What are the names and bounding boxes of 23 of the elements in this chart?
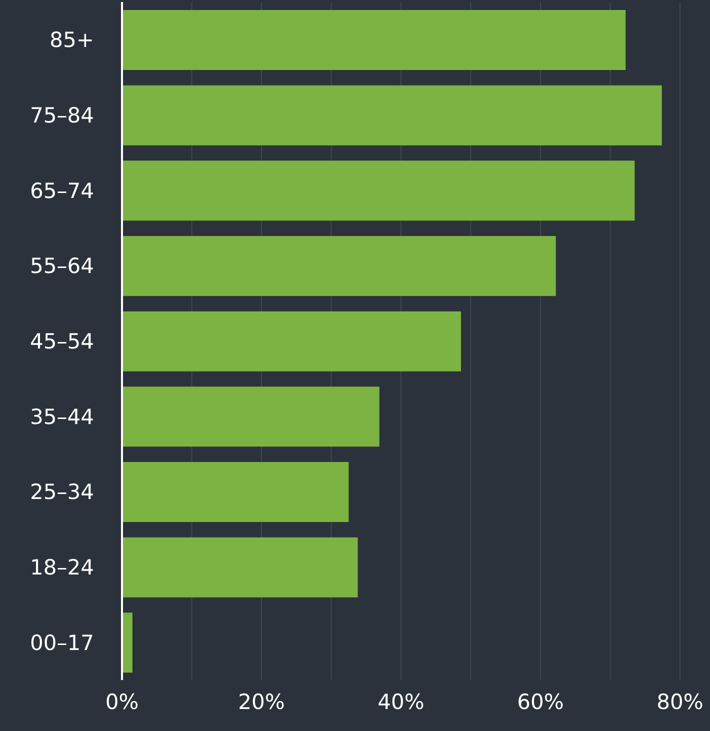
bar — [122, 537, 358, 598]
bar — [122, 85, 662, 146]
bar — [122, 612, 132, 673]
y-tick-label: 25–34 — [30, 480, 94, 504]
y-tick-label: 55–64 — [30, 254, 94, 278]
bar — [122, 160, 635, 221]
bar — [122, 236, 556, 296]
y-tick-label: 35–44 — [30, 404, 94, 429]
y-tick-label: 18–24 — [30, 555, 94, 580]
y-tick-label: 75–84 — [30, 103, 94, 128]
x-tick-label: 40% — [378, 690, 424, 714]
bar — [122, 386, 380, 447]
bar — [122, 311, 461, 372]
y-tick-label: 00–17 — [30, 630, 94, 655]
y-tick-label: 65–74 — [30, 178, 94, 203]
x-tick-label: 20% — [238, 690, 285, 714]
y-tick-label: 85+ — [50, 28, 94, 52]
y-tick-label: 45–54 — [30, 329, 94, 354]
x-tick-label: 80% — [656, 690, 704, 714]
x-tick-label: 60% — [517, 690, 564, 714]
bar — [122, 10, 626, 70]
bar — [122, 462, 349, 522]
x-tick-label: 0% — [105, 690, 139, 714]
